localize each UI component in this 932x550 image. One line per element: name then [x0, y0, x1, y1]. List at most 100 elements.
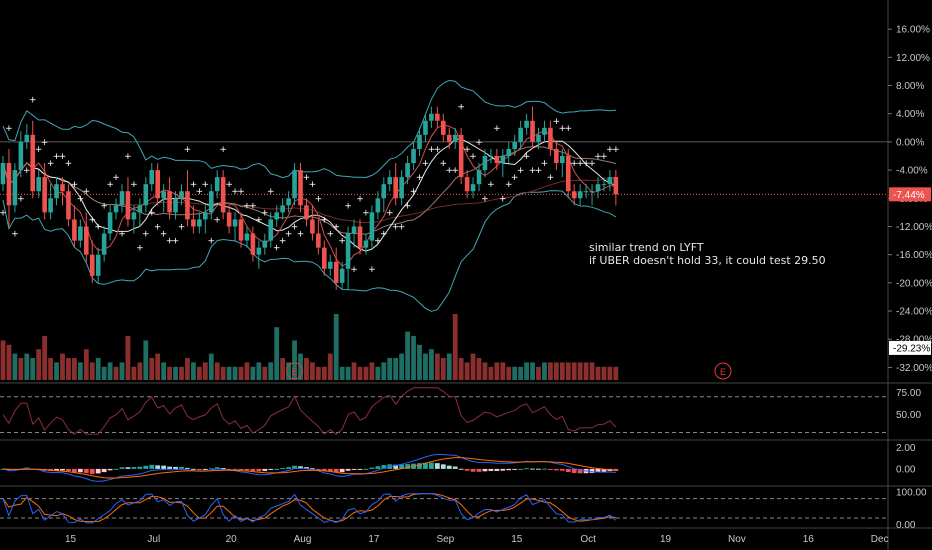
candle-body: [119, 191, 125, 206]
macd-histogram-bar: [196, 468, 202, 470]
macd-histogram-bar: [595, 468, 601, 473]
candle: [327, 254, 333, 276]
sar-dot: +: [523, 152, 531, 162]
macd-histogram-bar: [345, 468, 351, 471]
macd-histogram-bar: [137, 466, 143, 469]
candle-body: [185, 191, 190, 220]
candle-body: [137, 205, 143, 213]
candle-body: [101, 233, 107, 255]
macd-histogram-bar: [589, 468, 595, 473]
price-axis[interactable]: 16.00%12.00%8.00%4.00%0.00%-4.00%-8.00%-…: [888, 25, 932, 374]
candlesticks[interactable]: [0, 106, 619, 290]
macd-histogram-bar: [417, 463, 422, 469]
candle-body: [423, 120, 428, 135]
sar-dot: +: [368, 265, 376, 275]
candle-body: [256, 247, 262, 255]
candle: [482, 148, 488, 178]
volume-bar: [60, 353, 65, 380]
macd-histogram-bar: [446, 465, 452, 469]
candle-body: [387, 177, 393, 185]
sar-dot: +: [517, 166, 525, 176]
sar-dot: +: [297, 230, 305, 240]
macd-histogram-bar: [530, 468, 535, 470]
sar-dot: +: [410, 187, 418, 197]
volume-bar: [292, 340, 297, 380]
volume-bar: [131, 366, 137, 380]
sar-dot: +: [451, 166, 459, 176]
macd-histogram-bar: [131, 467, 137, 469]
candle-body: [393, 177, 398, 199]
candle-body: [446, 134, 452, 142]
sar-dot: +: [41, 138, 49, 148]
candle: [542, 120, 547, 142]
price-axis-label: -12.00%: [896, 222, 932, 233]
macd-histogram-bar: [208, 468, 214, 470]
candle: [583, 184, 589, 199]
time-axis-label: Aug: [294, 534, 312, 545]
candle-body: [524, 120, 529, 128]
candle-body: [304, 205, 309, 220]
volume-bar: [476, 358, 482, 380]
price-axis-label: -4.00%: [896, 166, 928, 177]
candle-body: [512, 141, 517, 149]
macd-histogram-bar: [280, 467, 286, 469]
sar-dot: +: [499, 194, 507, 204]
volume-bar: [470, 353, 476, 380]
sar-dot: +: [243, 201, 251, 211]
macd-histogram-bar: [125, 467, 131, 469]
macd-histogram-bar: [399, 464, 405, 469]
candle: [387, 170, 393, 192]
candle-body: [36, 177, 41, 192]
earnings-marker-label: E: [720, 367, 726, 377]
sar-dot: +: [588, 159, 596, 169]
candle: [30, 120, 36, 199]
candle: [363, 233, 369, 255]
earnings-marker-label: E: [292, 367, 298, 377]
sar-dot: +: [374, 237, 382, 247]
macd-histogram-bar: [381, 465, 387, 469]
candle-body: [589, 191, 595, 193]
volume-bar: [559, 362, 565, 380]
candle: [554, 141, 559, 171]
candle-body: [203, 212, 208, 220]
macd-histogram-bar: [601, 468, 607, 472]
volume-bar: [298, 353, 303, 380]
volume-bar: [369, 362, 375, 380]
candle-body: [244, 233, 250, 241]
macd-histogram-bar: [268, 468, 274, 470]
sar-dot: +: [350, 265, 358, 275]
candle-body: [327, 261, 333, 269]
macd-histogram-bar: [292, 465, 297, 469]
candle: [375, 191, 381, 220]
candle: [458, 127, 464, 185]
macd-histogram-bar: [363, 468, 369, 470]
candle: [310, 205, 315, 241]
rsi-axis-label: 75.00: [896, 388, 921, 399]
sar-dot: +: [315, 194, 323, 204]
time-axis-label: 15: [511, 534, 523, 545]
sar-dot: +: [463, 145, 471, 155]
candle-body: [6, 163, 12, 206]
candle-body: [613, 177, 619, 195]
time-axis-label: 16: [803, 534, 815, 545]
sar-dot: +: [434, 145, 442, 155]
candle: [191, 205, 196, 234]
candle-body: [399, 177, 404, 199]
macd-pane: 2.00 0.00: [0, 443, 916, 482]
candle-body: [226, 212, 232, 227]
candle-body: [262, 240, 268, 248]
candle: [274, 205, 279, 227]
candle-body: [107, 212, 113, 234]
sar-dot: +: [142, 230, 150, 240]
candle-body: [24, 134, 30, 142]
rsi-pane: 75.00 50.00: [0, 387, 921, 435]
candle: [280, 198, 285, 220]
volume-bar: [387, 358, 393, 380]
volume-bar: [506, 366, 512, 380]
volume-bar: [48, 358, 53, 380]
candle: [36, 170, 41, 199]
candle-body: [464, 177, 470, 192]
time-axis[interactable]: 15 Jul 20 Aug 17 Sep 15 Oct 19 Nov 16 Dec: [65, 534, 889, 545]
